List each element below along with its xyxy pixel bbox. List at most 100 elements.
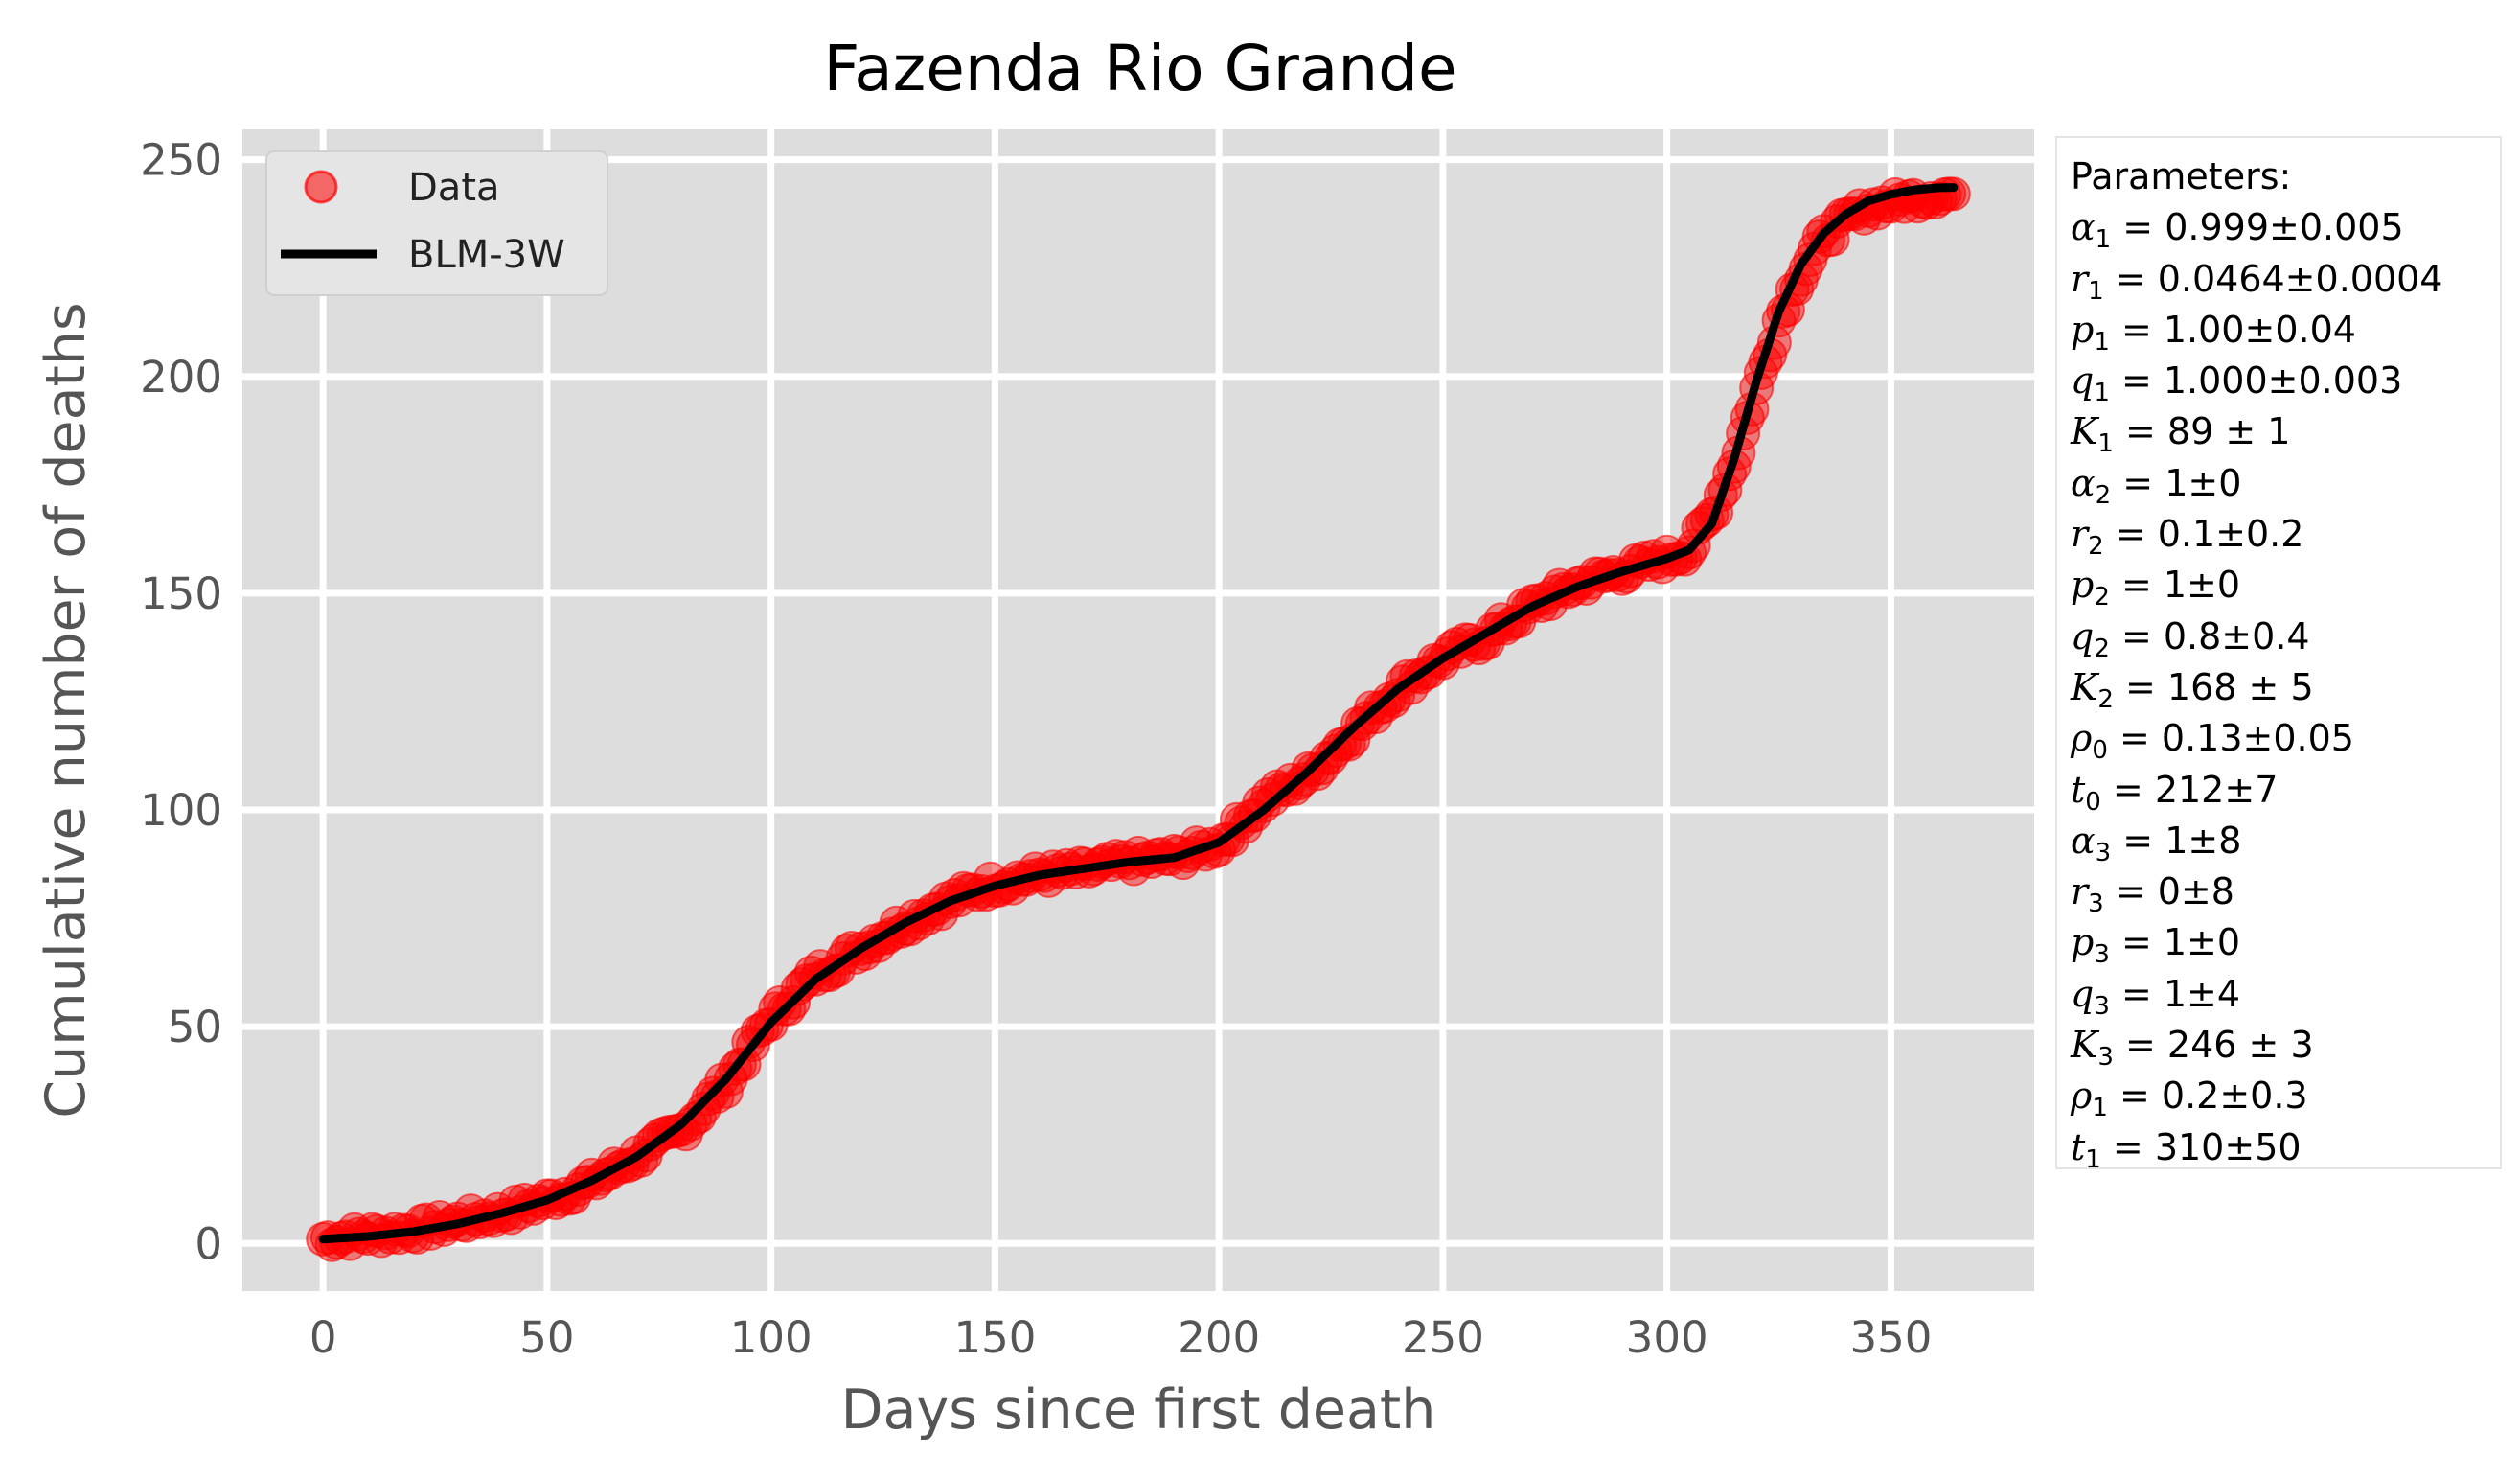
- y-tick-label: 200: [140, 352, 222, 403]
- parameter-symbol: r: [2071, 257, 2089, 300]
- parameter-value: = 0.0464±0.0004: [2103, 257, 2443, 300]
- x-tick-label: 100: [730, 1312, 813, 1363]
- parameter-subscript: 3: [2088, 889, 2104, 919]
- x-tick-label: 350: [1849, 1312, 1932, 1363]
- legend-data-label: Data: [408, 166, 500, 210]
- parameter-line: α1 = 0.999±0.005: [2071, 202, 2500, 253]
- parameter-value: = 310±50: [2100, 1125, 2302, 1168]
- parameter-value: = 1±0: [2109, 564, 2241, 607]
- parameter-symbol: α: [2071, 206, 2096, 249]
- parameter-line: K2 = 168 ± 5: [2071, 662, 2500, 713]
- plot-area: [242, 129, 2034, 1291]
- parameter-line: q1 = 1.000±0.003: [2071, 356, 2500, 406]
- parameter-subscript: 0: [2092, 736, 2108, 766]
- parameter-symbol: K: [2071, 1024, 2098, 1067]
- parameter-subscript: 2: [2095, 480, 2112, 510]
- parameter-line: r2 = 0.1±0.2: [2071, 509, 2500, 560]
- parameter-value: = 0.13±0.05: [2107, 717, 2354, 760]
- parameter-value: = 1±4: [2109, 972, 2241, 1015]
- grid: [242, 129, 2034, 1291]
- parameter-value: = 246 ± 3: [2113, 1024, 2314, 1067]
- legend: Data BLM-3W: [265, 150, 608, 296]
- parameters-list: α1 = 0.999±0.005 r1 = 0.0464±0.0004 p1 = 1…: [2071, 202, 2500, 1173]
- parameter-subscript: 3: [2097, 1043, 2114, 1073]
- y-tick-label: 250: [140, 135, 222, 186]
- parameter-subscript: 3: [2094, 940, 2110, 970]
- parameter-line: K1 = 89 ± 1: [2071, 406, 2500, 457]
- parameter-value: = 1±0: [2111, 461, 2242, 504]
- parameters-box: Parameters: α1 = 0.999±0.005 r1 = 0.0464±…: [2055, 136, 2502, 1172]
- x-axis-label: Days since first death: [841, 1378, 1436, 1442]
- parameter-symbol: ρ: [2071, 717, 2093, 760]
- parameter-symbol: K: [2071, 410, 2098, 453]
- chart-title: Fazenda Rio Grande: [823, 32, 1456, 105]
- x-tick-label: 0: [309, 1312, 337, 1363]
- parameter-symbol: p: [2071, 921, 2095, 964]
- legend-blm-3w-label: BLM-3W: [408, 233, 565, 277]
- parameter-value: = 212±7: [2100, 768, 2279, 811]
- parameter-symbol: q: [2071, 359, 2095, 403]
- blm-3w-line: [318, 183, 1959, 1244]
- legend-data-marker: [304, 170, 338, 204]
- parameter-subscript: 2: [2094, 583, 2110, 612]
- parameter-line: p3 = 1±0: [2071, 917, 2500, 968]
- parameter-subscript: 1: [2094, 379, 2110, 408]
- parameter-symbol: t: [2071, 768, 2086, 811]
- parameter-subscript: 1: [2095, 225, 2112, 255]
- parameter-subscript: 1: [2085, 1144, 2101, 1174]
- parameter-line: α3 = 1±8: [2071, 816, 2500, 866]
- parameter-line: t1 = 310±50: [2071, 1122, 2500, 1173]
- parameter-value: = 0.8±0.4: [2109, 614, 2310, 658]
- parameter-line: p2 = 1±0: [2071, 560, 2500, 611]
- parameter-value: = 1.000±0.003: [2109, 359, 2403, 403]
- data-point: [699, 1079, 735, 1115]
- parameter-line: K3 = 246 ± 3: [2071, 1020, 2500, 1071]
- parameter-symbol: q: [2071, 614, 2095, 658]
- parameter-value: = 0±8: [2103, 870, 2234, 913]
- parameter-subscript: 1: [2097, 429, 2114, 459]
- y-tick-label: 100: [140, 785, 222, 836]
- parameter-subscript: 2: [2088, 532, 2104, 562]
- parameter-symbol: p: [2071, 308, 2095, 351]
- parameter-symbol: ρ: [2071, 1074, 2093, 1118]
- parameter-line: q3 = 1±4: [2071, 969, 2500, 1020]
- parameters-heading: Parameters:: [2071, 155, 2292, 197]
- parameter-subscript: 0: [2085, 787, 2101, 817]
- data-point: [1936, 176, 1971, 212]
- parameter-subscript: 2: [2097, 684, 2114, 714]
- data-point: [758, 991, 793, 1027]
- parameter-subscript: 1: [2092, 1094, 2108, 1123]
- parameter-value: = 0.2±0.3: [2107, 1074, 2308, 1118]
- parameter-value: = 89 ± 1: [2113, 410, 2291, 453]
- parameter-subscript: 3: [2095, 838, 2112, 867]
- parameter-line: ρ1 = 0.2±0.3: [2071, 1071, 2500, 1121]
- parameter-line: r1 = 0.0464±0.0004: [2071, 254, 2500, 305]
- parameter-subscript: 1: [2088, 276, 2104, 306]
- x-tick-label: 200: [1178, 1312, 1260, 1363]
- parameter-symbol: α: [2071, 461, 2096, 504]
- parameter-line: r3 = 0±8: [2071, 866, 2500, 917]
- x-tick-label: 150: [953, 1312, 1036, 1363]
- parameter-subscript: 2: [2094, 634, 2110, 663]
- parameter-line: q2 = 0.8±0.4: [2071, 612, 2500, 662]
- data-point: [785, 966, 820, 1002]
- x-tick-label: 300: [1626, 1312, 1708, 1363]
- parameter-line: t0 = 212±7: [2071, 765, 2500, 816]
- y-axis-ticks: 0 50 100 150 200 250: [140, 135, 222, 1270]
- x-tick-label: 50: [519, 1312, 574, 1363]
- parameter-value: = 0.1±0.2: [2103, 513, 2304, 556]
- parameter-symbol: α: [2071, 819, 2096, 862]
- parameter-symbol: r: [2071, 513, 2089, 556]
- x-tick-label: 250: [1402, 1312, 1484, 1363]
- parameter-value: = 1.00±0.04: [2109, 308, 2356, 351]
- x-axis-ticks: 0 50 100 150 200 250 300 350: [309, 1312, 1933, 1363]
- parameter-line: ρ0 = 0.13±0.05: [2071, 713, 2500, 764]
- parameter-line: α2 = 1±0: [2071, 458, 2500, 509]
- parameter-line: p1 = 1.00±0.04: [2071, 305, 2500, 356]
- parameter-symbol: K: [2071, 665, 2098, 708]
- parameter-value: = 1±8: [2111, 819, 2242, 862]
- y-tick-label: 50: [168, 1002, 222, 1052]
- parameter-symbol: q: [2071, 972, 2095, 1015]
- y-tick-label: 150: [140, 568, 222, 619]
